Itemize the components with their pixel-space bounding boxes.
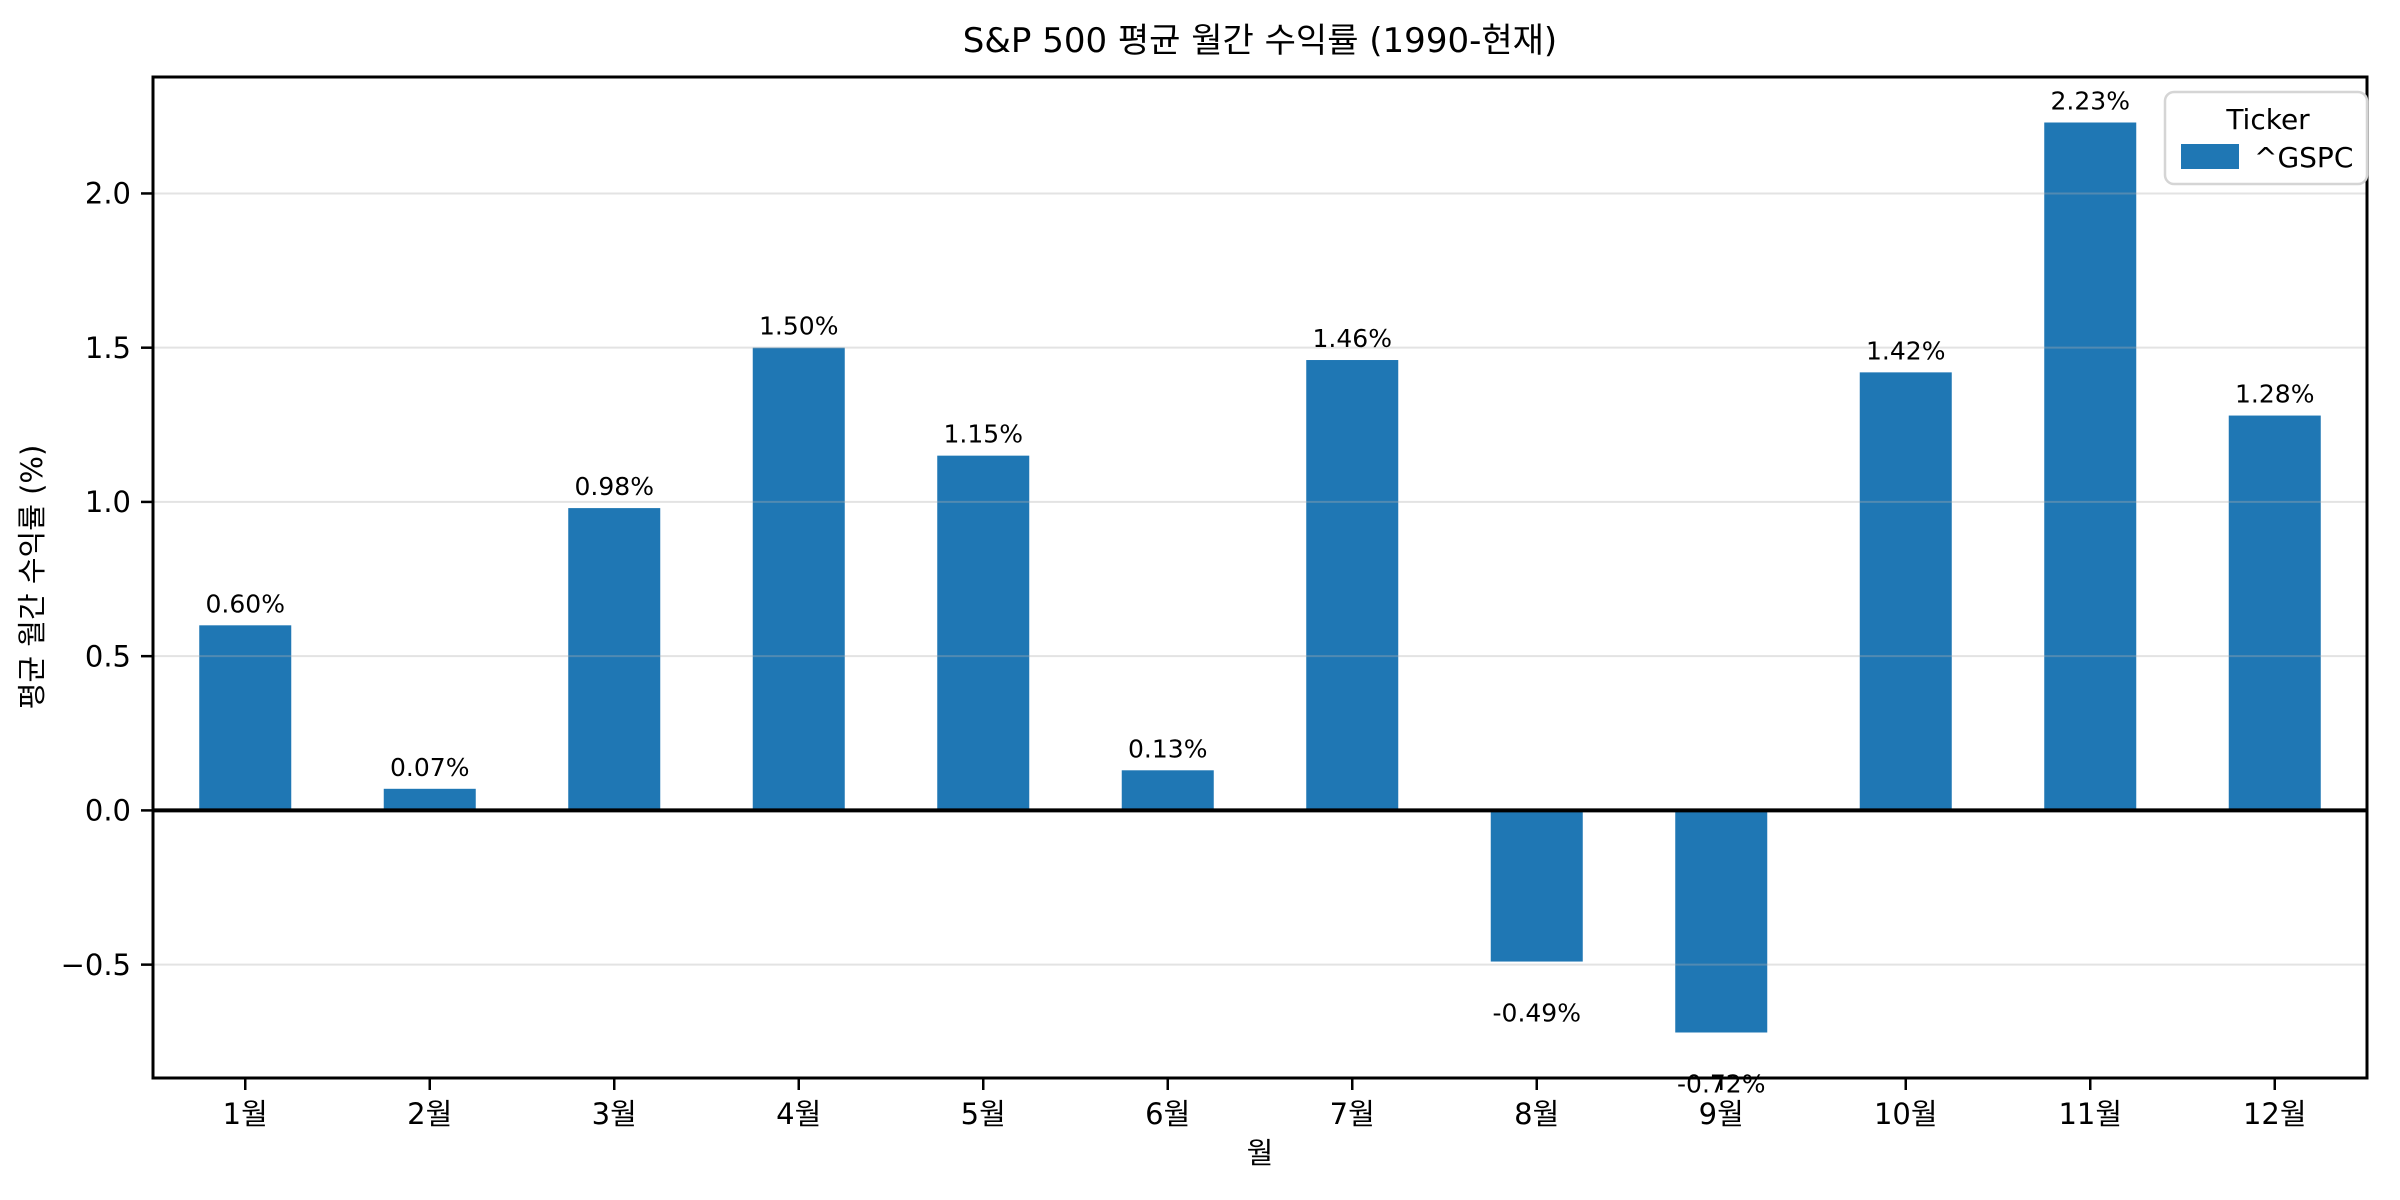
bar-value-label-6: 0.13% <box>1128 734 1207 763</box>
bar-value-label-7: 1.46% <box>1313 324 1392 353</box>
bar-month-5 <box>937 455 1030 811</box>
bar-value-label-4: 1.50% <box>759 312 838 341</box>
x-tick-label-8: 8월 <box>1514 1097 1559 1131</box>
x-tick-label-1: 1월 <box>223 1097 268 1131</box>
x-tick-label-2: 2월 <box>407 1097 452 1131</box>
bar-month-8 <box>1490 810 1583 962</box>
y-tick-label: 1.5 <box>85 331 131 365</box>
bar-value-label-11: 2.23% <box>2051 87 2130 116</box>
y-tick-label: 1.0 <box>85 485 131 519</box>
bar-month-10 <box>1859 372 1952 811</box>
bar-month-1 <box>199 625 292 811</box>
bar-month-9 <box>1675 810 1768 1033</box>
y-tick-label: 0.0 <box>85 794 131 828</box>
bar-value-label-8: -0.49% <box>1493 999 1581 1028</box>
y-tick-label: 2.0 <box>85 177 131 211</box>
x-tick-label-3: 3월 <box>592 1097 637 1131</box>
y-tick-label: −0.5 <box>61 948 131 982</box>
legend-title: Ticker <box>2225 103 2310 136</box>
x-tick-label-9: 9월 <box>1699 1097 1744 1131</box>
bar-value-label-10: 1.42% <box>1866 336 1945 365</box>
bar-value-label-9: -0.72% <box>1677 1070 1765 1099</box>
x-axis-label: 월 <box>1247 1136 1274 1170</box>
plot-border <box>151 75 2369 1080</box>
y-tick-label: 0.5 <box>85 639 131 673</box>
legend-swatch <box>2181 144 2239 169</box>
bar-month-6 <box>1121 770 1214 811</box>
bar-value-label-3: 0.98% <box>575 472 654 501</box>
legend-entry-label: ^GSPC <box>2254 141 2353 174</box>
legend: Ticker ^GSPC <box>2163 90 2369 186</box>
x-tick-label-7: 7월 <box>1330 1097 1375 1131</box>
x-tick-label-4: 4월 <box>776 1097 821 1131</box>
bar-value-label-12: 1.28% <box>2235 380 2314 409</box>
plot-area: 2.0 1.5 1.0 0.5 0.0 −0.5 1월 2월 3월 4월 5월 6월 7월 8월 9월 10월… <box>61 75 2369 1131</box>
bar-month-11 <box>2044 122 2137 811</box>
bar-value-label-1: 0.60% <box>206 589 285 618</box>
bar-value-label-2: 0.07% <box>390 753 469 782</box>
bar-month-4 <box>752 347 845 811</box>
chart-title: S&P 500 평균 월간 수익률 (1990-현재) <box>963 21 1557 61</box>
x-tick-label-12: 12월 <box>2243 1097 2307 1131</box>
x-tick-label-5: 5월 <box>961 1097 1006 1131</box>
x-tick-label-11: 11월 <box>2058 1097 2122 1131</box>
x-tick-label-10: 10월 <box>1874 1097 1938 1131</box>
bar-month-3 <box>568 508 661 811</box>
y-axis-label: 평균 월간 수익률 (%) <box>15 445 49 710</box>
bar-value-label-5: 1.15% <box>944 420 1023 449</box>
bar-month-12 <box>2228 415 2321 811</box>
bar-month-2 <box>383 788 476 811</box>
x-tick-label-6: 6월 <box>1145 1097 1190 1131</box>
bar-month-7 <box>1306 360 1399 811</box>
